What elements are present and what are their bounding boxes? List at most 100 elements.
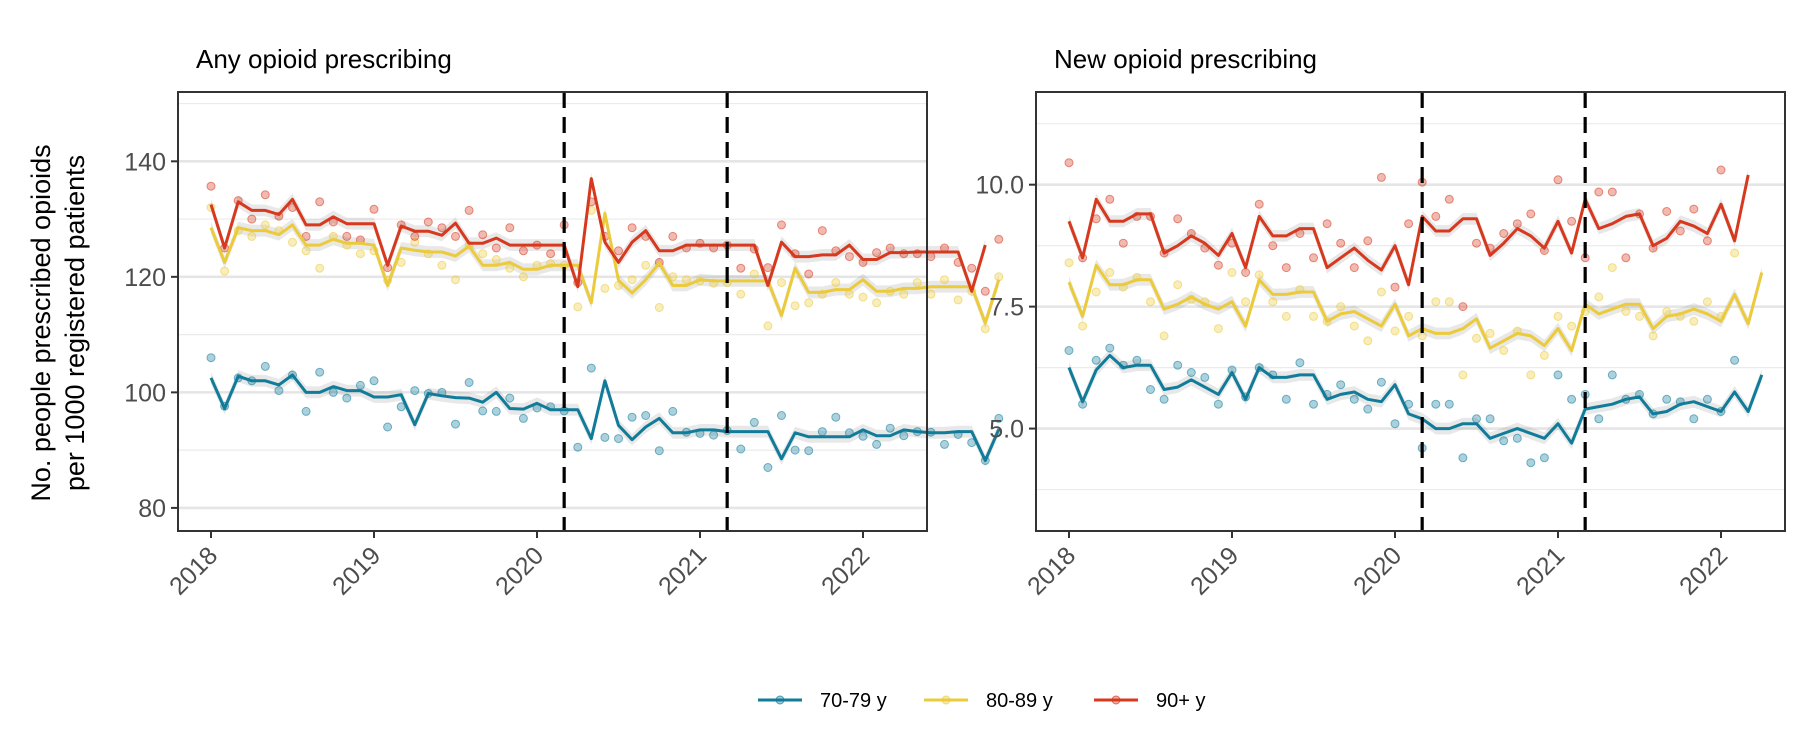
p1-point-s2-22 [1363,236,1373,246]
p1-point-s1-47 [1702,297,1712,307]
p0-point-s1-6 [288,237,297,247]
p1-point-s1-26 [1417,331,1427,341]
p0-point-s0-4 [260,361,270,371]
p0-point-s0-21 [491,406,501,416]
p0-point-s0-49 [872,439,882,449]
p1-point-s1-39 [1594,292,1604,302]
p0-point-s2-45 [817,226,827,236]
p1-point-s1-29 [1458,370,1468,380]
p0-point-s2-3 [247,214,257,224]
p1-point-s0-7 [1159,394,1169,404]
p0-point-s1-55 [953,295,963,305]
p1-point-s1-15 [1268,297,1278,307]
p0-point-s1-3 [247,231,257,241]
p1-point-s0-3 [1105,343,1115,353]
p0-point-s0-44 [804,446,814,456]
p1-point-s1-41 [1621,307,1631,316]
p1-y-tick-label-2: 10.0 [975,172,1024,200]
p1-point-s1-16 [1281,311,1291,321]
p0-point-s1-17 [437,260,447,270]
p0-point-s2-39 [736,263,746,273]
p0-point-s1-32 [641,260,651,270]
p0-point-s2-23 [518,246,528,256]
p0-point-s0-32 [641,411,651,420]
p0-point-s1-58 [994,272,1004,282]
p1-point-s2-21 [1349,263,1359,273]
p1-point-s1-0 [1064,258,1074,268]
p0-point-s2-47 [844,252,854,262]
p1-y-tick-label-1: 7.5 [989,294,1024,322]
p1-point-s1-37 [1567,321,1577,331]
p1-line-series-1 [1067,263,1764,352]
p0-point-s0-8 [315,367,325,377]
p1-point-s2-24 [1390,282,1400,292]
p0-point-s1-1 [220,266,230,276]
p0-point-s2-17 [437,223,447,233]
p1-x-tick-label-0: 2018 [1022,541,1081,600]
p1-point-s1-2 [1091,287,1101,297]
p0-point-s1-42 [777,278,786,288]
p0-x-tick-label-2: 2020 [490,541,549,600]
p0-point-s2-18 [451,231,460,241]
p1-point-s1-24 [1390,326,1400,336]
p0-point-s1-44 [804,298,814,308]
p0-point-s0-9 [328,387,338,397]
p1-point-s2-39 [1594,187,1604,197]
p1-point-s1-23 [1376,287,1386,297]
p0-point-s1-21 [491,255,501,264]
p1-point-s2-19 [1322,219,1332,229]
p0-panel-title: Any opioid prescribing [196,44,452,74]
p0-line-series-1 [209,211,1001,325]
p1-point-s0-8 [1173,360,1183,370]
p1-point-s2-23 [1376,172,1386,182]
p1-point-s0-0 [1064,346,1074,355]
panel-border [1035,91,1786,532]
p1-point-s1-44 [1662,307,1672,316]
p0-ribbon-series-0 [211,369,999,467]
p1-point-s2-36 [1553,175,1563,185]
p0-y-tick-label-3: 140 [124,148,166,176]
p1-point-s2-37 [1567,216,1577,226]
y-axis-title-line2: per 1000 registered patients [60,155,90,491]
p1-point-s2-45 [1675,226,1685,236]
p1-x-tick-label-4: 2022 [1674,541,1733,600]
p1-point-s1-46 [1689,316,1699,326]
p1-point-s1-35 [1539,350,1549,360]
p0-point-s1-54 [940,275,949,285]
p1-point-s0-33 [1512,433,1522,443]
p1-point-s1-14 [1254,270,1264,280]
p1-point-s1-36 [1553,311,1563,321]
p1-point-s1-25 [1404,311,1414,321]
p1-point-s2-33 [1512,219,1522,229]
p0-point-s2-58 [994,234,1004,244]
p0-point-s1-33 [654,303,664,312]
p1-ribbon-series-1 [1069,259,1762,357]
p1-point-s2-46 [1689,204,1699,214]
p1-point-s1-28 [1444,297,1454,307]
p0-point-s2-10 [342,231,352,241]
y-axis-title-line1: No. people prescribed opioids [26,144,56,501]
p0-point-s1-52 [912,278,922,288]
p1-point-s0-32 [1499,436,1509,446]
p0-point-s0-15 [410,386,420,396]
p0-point-s0-19 [464,378,474,387]
legend-label-1: 80-89 y [986,690,1053,712]
p0-point-s0-54 [940,439,949,449]
p1-point-s0-31 [1485,414,1495,424]
panel-border [177,91,928,532]
p0-point-s1-27 [573,302,583,312]
p1-point-s2-25 [1404,219,1414,229]
p1-point-s0-21 [1349,394,1359,404]
p0-point-s2-16 [423,217,433,227]
p1-x-tick-label-3: 2021 [1511,541,1570,600]
p0-point-s0-31 [627,412,637,422]
p0-point-s2-50 [885,243,895,253]
p1-point-s0-40 [1607,370,1617,380]
p0-point-s0-12 [369,376,379,386]
p1-line-series-2 [1067,174,1750,287]
p0-point-s0-13 [383,422,393,432]
p0-point-s2-44 [804,269,814,279]
p1-x-tick-label-1: 2019 [1185,541,1244,600]
